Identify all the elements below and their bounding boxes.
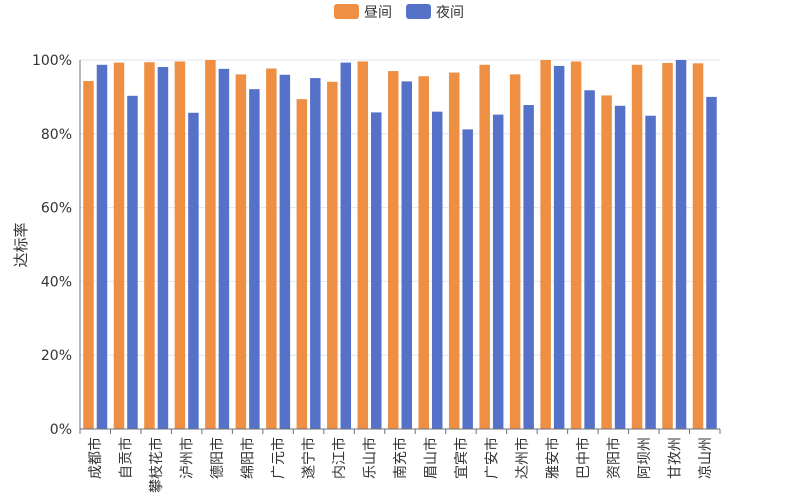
bar-night bbox=[188, 112, 199, 429]
bar-day bbox=[509, 74, 521, 430]
bar-day bbox=[479, 64, 490, 429]
bar-night bbox=[371, 112, 382, 429]
y-axis-label: 达标率 bbox=[12, 222, 30, 267]
bar-day bbox=[601, 95, 612, 429]
bar-day bbox=[144, 62, 155, 430]
bar-day bbox=[570, 61, 582, 429]
y-tick-label: 20% bbox=[41, 348, 72, 364]
x-tick-label: 宜宾市 bbox=[453, 437, 470, 479]
bar-night bbox=[675, 60, 687, 429]
bar-night bbox=[462, 129, 473, 429]
legend-swatch bbox=[334, 4, 359, 19]
bar-day bbox=[83, 81, 94, 430]
bar-night bbox=[96, 64, 108, 429]
bar-day bbox=[692, 63, 704, 430]
bar-day bbox=[540, 60, 551, 429]
x-tick-label: 南充市 bbox=[392, 437, 409, 479]
x-tick-label: 乐山市 bbox=[362, 437, 379, 479]
bar-day bbox=[418, 76, 429, 430]
bar-night bbox=[584, 90, 595, 430]
x-tick-label: 广安市 bbox=[483, 437, 500, 479]
x-tick-label: 甘孜州 bbox=[667, 437, 683, 479]
x-tick-label: 达州市 bbox=[514, 437, 531, 479]
legend-label: 昼间 bbox=[364, 5, 392, 21]
x-tick-label: 泸州市 bbox=[179, 437, 196, 479]
bar-night bbox=[401, 81, 412, 429]
bar-day bbox=[388, 71, 399, 429]
bar-day bbox=[448, 72, 460, 430]
x-tick-label: 攀枝花市 bbox=[148, 437, 165, 493]
bar-night bbox=[249, 89, 260, 429]
bar-day bbox=[357, 61, 369, 429]
y-tick-label: 40% bbox=[41, 274, 72, 290]
bar-day bbox=[327, 81, 338, 430]
x-tick-label: 自贡市 bbox=[118, 437, 135, 479]
x-tick-label: 遂宁市 bbox=[301, 437, 318, 479]
bar-night bbox=[523, 105, 534, 429]
legend-label: 夜间 bbox=[436, 5, 464, 21]
x-tick-label: 绵阳市 bbox=[240, 437, 257, 479]
bar-night bbox=[157, 67, 169, 430]
x-tick-label: 内江市 bbox=[331, 437, 348, 479]
x-tick-label: 眉山市 bbox=[422, 437, 439, 479]
x-tick-label: 德阳市 bbox=[209, 437, 226, 479]
bar-day bbox=[113, 62, 125, 429]
bar-night bbox=[340, 62, 352, 429]
x-tick-label: 凉山州 bbox=[698, 437, 714, 479]
bar-night bbox=[645, 115, 656, 430]
bar-night bbox=[706, 96, 717, 430]
x-tick-label: 巴中市 bbox=[575, 437, 592, 479]
bar-day bbox=[662, 62, 673, 430]
bar-day bbox=[205, 60, 216, 429]
y-tick-label: 60% bbox=[41, 201, 72, 217]
bar-day bbox=[296, 99, 308, 429]
bar-day bbox=[631, 64, 643, 429]
x-tick-label: 成都市 bbox=[87, 437, 104, 479]
bar-night bbox=[310, 78, 321, 430]
y-tick-label: 0% bbox=[50, 422, 72, 438]
bar-night bbox=[492, 114, 504, 429]
y-tick-label: 80% bbox=[41, 127, 72, 143]
bar-night bbox=[218, 68, 230, 429]
bar-night bbox=[614, 105, 626, 430]
bar-day bbox=[235, 74, 247, 430]
x-tick-label: 广元市 bbox=[270, 437, 287, 479]
bar-day bbox=[266, 68, 277, 429]
y-tick-label: 100% bbox=[32, 53, 72, 69]
legend-swatch bbox=[406, 4, 431, 19]
bar-night bbox=[553, 65, 565, 430]
x-tick-label: 资阳市 bbox=[605, 437, 622, 479]
bar-night bbox=[279, 74, 291, 429]
bar-night bbox=[431, 111, 443, 429]
bar-day bbox=[174, 61, 186, 429]
x-tick-label: 阿坝州 bbox=[637, 437, 653, 479]
x-tick-label: 雅安市 bbox=[544, 437, 561, 479]
bar-night bbox=[127, 95, 138, 429]
